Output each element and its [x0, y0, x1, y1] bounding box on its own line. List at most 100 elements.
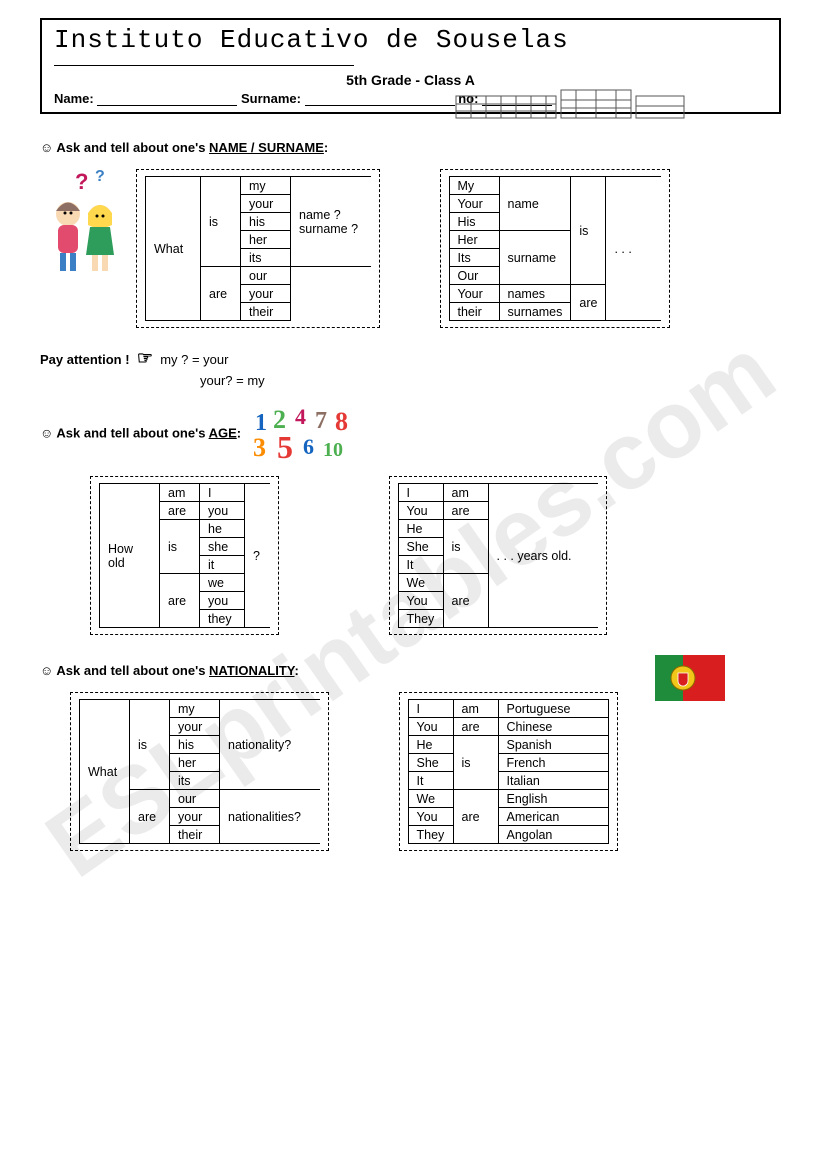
cell: I [408, 700, 453, 718]
s2-table-a: How old am I ? areyou ishe she it arewe … [99, 483, 270, 628]
s3-table-b-box: I am Portuguese YouareChinese HeisSpanis… [399, 692, 618, 851]
s3-table-a-box: What is my nationality? your his her its… [70, 692, 329, 851]
s2-table-a-box: How old am I ? areyou ishe she it arewe … [90, 476, 279, 635]
cell: you [200, 592, 245, 610]
surname-blank[interactable] [305, 94, 455, 106]
s3-suffix: : [295, 663, 299, 678]
s1-table-b: My name is . . . Your His Her surname It… [449, 176, 661, 321]
cell: am [453, 700, 498, 718]
svg-text:5: 5 [277, 429, 293, 462]
s1-topic: NAME / SURNAME [209, 140, 324, 155]
s3-table-b: I am Portuguese YouareChinese HeisSpanis… [408, 699, 609, 844]
cell [291, 267, 371, 321]
cell: our [170, 790, 220, 808]
cell: her [170, 754, 220, 772]
hand-icon: ☞ [137, 348, 153, 368]
cell: our [241, 267, 291, 285]
cell: my [241, 177, 291, 195]
svg-text:?: ? [95, 169, 105, 185]
cell: We [408, 790, 453, 808]
cell: American [498, 808, 608, 826]
cell: it [200, 556, 245, 574]
cell: is [160, 520, 200, 574]
cell: They [398, 610, 443, 628]
cell: am [443, 484, 488, 502]
kids-icon: ? ? [40, 169, 130, 279]
cell: He [398, 520, 443, 538]
cell: is [443, 520, 488, 574]
cell: its [170, 772, 220, 790]
smiley-icon: ☺ [40, 140, 53, 155]
cell: What [146, 177, 201, 321]
cell: we [200, 574, 245, 592]
cell: are [453, 718, 498, 736]
cell: I [398, 484, 443, 502]
cell: he [200, 520, 245, 538]
cell: they [200, 610, 245, 628]
cell: their [241, 303, 291, 321]
cell: her [241, 231, 291, 249]
cell: You [408, 718, 453, 736]
cell: your [241, 195, 291, 213]
name-blank[interactable] [97, 94, 237, 106]
cell: . . . years old. [488, 484, 598, 628]
cell: It [408, 772, 453, 790]
cell: Portuguese [498, 700, 608, 718]
cell: Your [449, 285, 499, 303]
cell: your [170, 808, 220, 826]
cell: names [499, 285, 571, 303]
svg-text:10: 10 [323, 439, 343, 461]
cell: is [453, 736, 498, 790]
cell: Italian [498, 772, 608, 790]
cell: your [170, 718, 220, 736]
name-label: Name: [54, 91, 94, 106]
cell: are [130, 790, 170, 844]
cell: My [449, 177, 499, 195]
cell: You [408, 808, 453, 826]
cell: nationality? [220, 700, 320, 790]
cell: my [170, 700, 220, 718]
cell: is [201, 177, 241, 267]
cell: name ?surname ? [291, 177, 371, 267]
svg-text:6: 6 [303, 434, 314, 459]
s1-table-b-box: My name is . . . Your His Her surname It… [440, 169, 670, 328]
cell: She [408, 754, 453, 772]
cell: We [398, 574, 443, 592]
cell: are [571, 285, 606, 321]
cell: French [498, 754, 608, 772]
cell: Our [449, 267, 499, 285]
s2-suffix: : [237, 425, 241, 440]
cell: His [449, 213, 499, 231]
s2-table-b: I am . . . years old. Youare Heis She It… [398, 483, 599, 628]
surname-label: Surname: [241, 91, 301, 106]
cell: is [571, 177, 606, 285]
s3-prefix: Ask and tell about one's [56, 663, 209, 678]
school-underline [54, 65, 354, 66]
cell: Its [449, 249, 499, 267]
flag-icon [655, 655, 725, 701]
pay-attention: Pay attention ! ☞ my ? = your [40, 348, 781, 369]
cell: What [80, 700, 130, 844]
cell: surnames [499, 303, 571, 321]
cell: . . . [606, 177, 661, 321]
cell: she [200, 538, 245, 556]
cell: nationalities? [220, 790, 320, 844]
s2-table-b-box: I am . . . years old. Youare Heis She It… [389, 476, 608, 635]
cell: is [130, 700, 170, 790]
cell: He [408, 736, 453, 754]
cell: How old [100, 484, 160, 628]
s1-prefix: Ask and tell about one's [56, 140, 209, 155]
cell: She [398, 538, 443, 556]
cell: are [443, 502, 488, 520]
cell: are [443, 574, 488, 628]
cell: They [408, 826, 453, 844]
cell: his [170, 736, 220, 754]
svg-text:4: 4 [295, 406, 306, 429]
cell: your [241, 285, 291, 303]
cell: Your [449, 195, 499, 213]
svg-text:?: ? [75, 169, 88, 194]
cell: Spanish [498, 736, 608, 754]
s1-table-a: What is my name ?surname ? your his her … [145, 176, 371, 321]
s3-table-a: What is my nationality? your his her its… [79, 699, 320, 844]
cell: are [453, 790, 498, 844]
